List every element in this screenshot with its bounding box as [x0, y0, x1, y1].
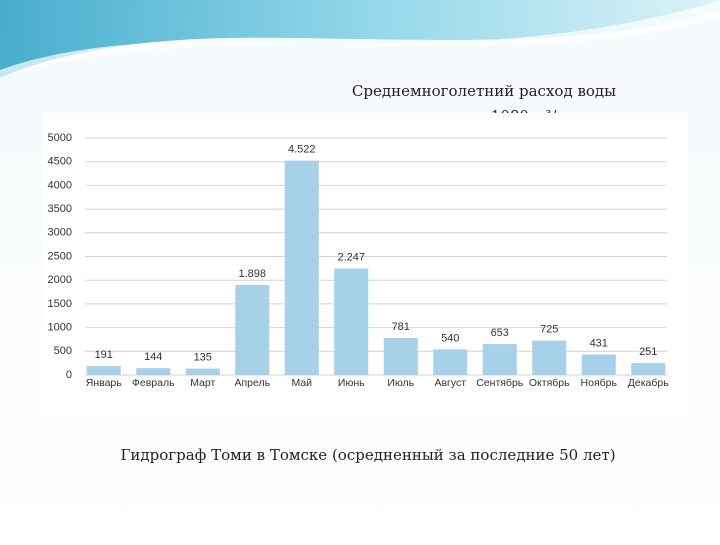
value-label: 144: [144, 351, 162, 363]
bar: [284, 160, 319, 375]
y-tick-label: 1500: [48, 298, 72, 310]
bar: [86, 365, 121, 375]
x-tick-label: Октябрь: [529, 377, 570, 389]
caption: Гидрограф Томи в Томске (осредненный за …: [120, 446, 615, 464]
bar: [185, 368, 220, 375]
value-label: 540: [441, 332, 459, 344]
value-label: 191: [95, 349, 113, 361]
value-label: 653: [491, 327, 509, 339]
x-tick-label: Февраль: [132, 377, 175, 389]
bar: [581, 354, 616, 375]
bar: [383, 337, 418, 375]
value-label: 251: [639, 346, 657, 358]
annotation: Среднемноголетний расход воды: [352, 82, 616, 100]
x-tick-label: Ноябрь: [581, 377, 618, 389]
value-label: 725: [540, 324, 558, 336]
y-tick-label: 2500: [48, 250, 72, 262]
x-tick-label: Декабрь: [628, 377, 669, 389]
y-tick-label: 500: [54, 345, 72, 357]
x-tick-label: Апрель: [234, 377, 270, 389]
x-tick-label: Май: [291, 377, 312, 389]
value-label: 431: [590, 337, 608, 349]
y-tick-label: 0: [66, 369, 72, 381]
y-tick-label: 4500: [48, 156, 72, 168]
x-tick-label: Август: [434, 377, 466, 389]
x-tick-label: Март: [190, 377, 215, 389]
y-tick-label: 2000: [48, 274, 72, 286]
value-label: 1.898: [238, 268, 266, 280]
y-tick-label: 3500: [48, 203, 72, 215]
plot: 0 500 1000 1500 2000 2500 3000 3500 4000 4500 5000…: [48, 132, 670, 389]
y-tick-label: 1000: [48, 322, 72, 334]
value-label: 4.522: [288, 144, 316, 156]
value-label: 2.247: [337, 251, 365, 263]
y-tick-label: 5000: [48, 132, 72, 144]
y-tick-label: 4000: [48, 179, 72, 191]
bar: [334, 268, 369, 375]
bar: [235, 285, 270, 375]
bar: [136, 368, 171, 375]
x-tick-label: Июнь: [338, 377, 365, 389]
x-tick-label: Сентябрь: [476, 377, 524, 389]
bar: [433, 349, 468, 375]
bar: [631, 363, 666, 375]
bar: [482, 344, 517, 375]
value-label: 781: [392, 321, 410, 333]
bar: [532, 340, 567, 375]
wave-highlight: [0, 0, 720, 78]
y-tick-label: 3000: [48, 227, 72, 239]
wave: [0, 0, 720, 78]
x-tick-label: Июль: [387, 377, 414, 389]
value-label: 135: [194, 352, 212, 364]
x-tick-label: Январь: [86, 377, 123, 389]
